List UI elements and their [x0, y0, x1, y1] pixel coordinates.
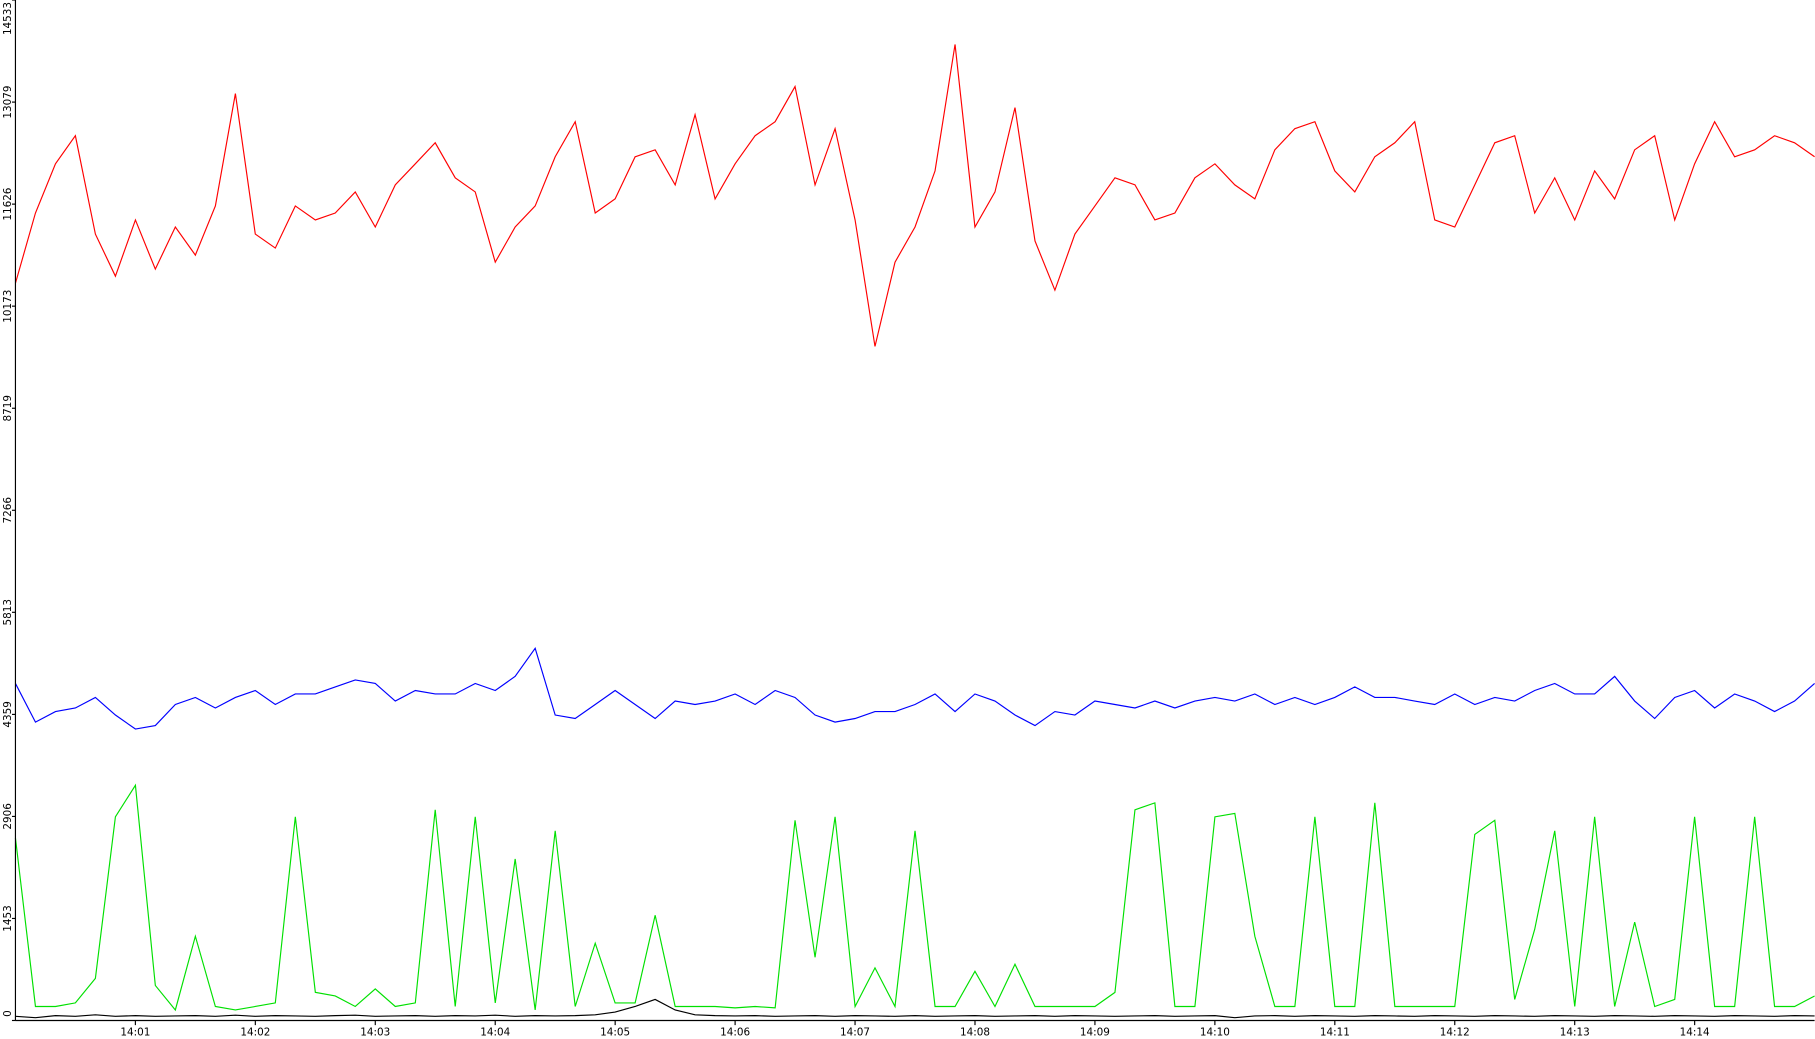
y-tick-label: 10173 [2, 290, 14, 323]
series-line [14, 646, 1815, 730]
x-tick-label: 14:05 [600, 1027, 630, 1039]
y-tick-label: 11626 [2, 188, 14, 221]
x-tick-label: 14:02 [240, 1027, 270, 1039]
y-tick-label: 14533 [2, 2, 14, 35]
x-tick-label: 14:10 [1200, 1027, 1230, 1039]
y-tick-label: 13079 [2, 86, 14, 119]
y-tick-label: 1453 [2, 905, 14, 931]
x-tick-label: 14:12 [1440, 1027, 1470, 1039]
series-line [14, 44, 1815, 347]
y-tick-label: 5813 [2, 599, 14, 625]
x-tick-label: 14:07 [840, 1027, 870, 1039]
y-tick-label: 8719 [2, 395, 14, 421]
y-tick-label: 0 [2, 1010, 14, 1017]
x-tick-label: 14:08 [960, 1027, 990, 1039]
series-line [14, 783, 1815, 1012]
x-tick-label: 14:14 [1680, 1027, 1710, 1039]
x-tick-label: 14:11 [1320, 1027, 1350, 1039]
x-tick-label: 14:01 [120, 1027, 150, 1039]
x-tick-label: 14:03 [360, 1027, 390, 1039]
y-tick-label: 2906 [2, 803, 14, 829]
x-tick-label: 14:06 [720, 1027, 750, 1039]
x-tick-label: 14:04 [480, 1027, 510, 1039]
series-line [15, 998, 1815, 1019]
y-tick-label: 7266 [2, 497, 14, 523]
x-tick-label: 14:09 [1080, 1027, 1110, 1039]
y-tick-label: 4359 [2, 701, 14, 727]
x-tick-label: 14:13 [1560, 1027, 1590, 1039]
